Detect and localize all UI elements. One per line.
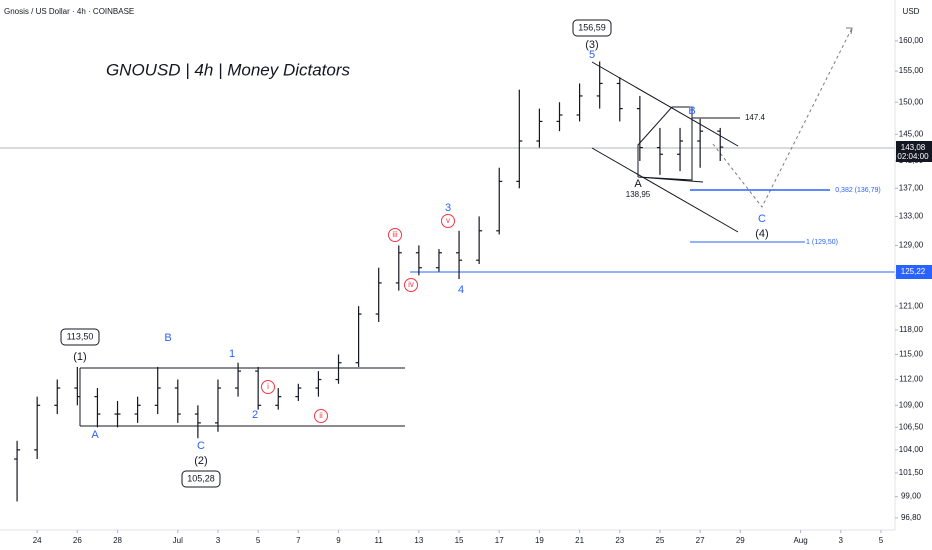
label-box [181, 470, 221, 488]
label-circle [314, 409, 328, 423]
annotation: 143,08 [901, 143, 926, 152]
annotation: (3) [585, 39, 598, 51]
annotation: 2 [252, 409, 258, 421]
annotation: i [267, 382, 269, 391]
annotation: 156,59 [578, 22, 606, 32]
annotation: 5 [589, 49, 595, 61]
annotation: 147.4 [745, 113, 766, 122]
x-tick-label: Jul [173, 536, 183, 545]
annotation: C [197, 440, 205, 452]
label-circle [441, 214, 455, 228]
channel-top [591, 61, 739, 147]
label-box [572, 19, 612, 37]
x-tick-label: 11 [375, 536, 384, 545]
x-tick-label: 17 [495, 536, 504, 545]
annotation: ii [319, 411, 323, 420]
x-tick-label: 27 [696, 536, 705, 545]
annotation: iii [392, 230, 398, 239]
price-tag [896, 152, 932, 162]
y-tick-label: 150,00 [899, 97, 924, 106]
x-tick-label: 29 [736, 536, 745, 545]
y-tick-label: 96,80 [901, 513, 922, 522]
annotation: 02:04:00 [897, 152, 929, 161]
x-tick-label: 24 [33, 536, 42, 545]
x-tick-label: 23 [615, 536, 624, 545]
annotation: A [91, 429, 99, 441]
annotation: 125,22 [901, 267, 926, 276]
currency: USD [903, 7, 920, 16]
y-tick-label: 155,00 [899, 66, 924, 75]
x-tick-label: 26 [73, 536, 82, 545]
label-box [60, 328, 100, 346]
annotation: 3 [445, 202, 451, 214]
y-tick-label: 118,00 [899, 325, 923, 334]
annotation: iv [408, 280, 414, 289]
y-tick-label: 121,00 [899, 301, 924, 310]
x-tick-label: 3 [216, 536, 221, 545]
y-tick-label: 101,50 [899, 468, 924, 477]
x-tick-label: 3 [839, 536, 844, 545]
annotation: (2) [194, 455, 207, 467]
y-tick-label: 129,00 [899, 241, 924, 250]
triangle [637, 106, 704, 183]
annotation: (4) [755, 228, 768, 240]
annotation: v [446, 216, 450, 225]
y-tick-label: 145,00 [899, 130, 924, 139]
annotation: 105,28 [187, 473, 215, 483]
annotation: 1 [229, 348, 235, 360]
label-circle [388, 228, 402, 242]
annotation: 0,382 (136,79) [835, 187, 881, 194]
y-tick-label: 115,00 [899, 350, 923, 359]
x-tick-label: 5 [879, 536, 884, 545]
header: Gnosis / US Dollar · 4h · COINBASE [4, 7, 134, 16]
y-tick-label: 104,00 [899, 445, 924, 454]
x-tick-label: 21 [575, 536, 584, 545]
chart-title: GNOUSD | 4h | Money Dictators [106, 60, 351, 79]
annotation: (1) [73, 351, 86, 363]
annotation: 138,95 [626, 190, 651, 199]
annotation: 4 [458, 284, 464, 296]
y-tick-label: 137,00 [899, 183, 924, 192]
arrow-head [846, 27, 853, 35]
label-circle [404, 278, 418, 292]
channel-bottom [591, 147, 739, 233]
y-tick-label: 133,00 [899, 212, 924, 221]
x-tick-label: 9 [336, 536, 341, 545]
projection [712, 27, 853, 208]
price-tag [896, 265, 932, 279]
x-tick-label: Aug [793, 536, 807, 545]
y-tick-label: 112,00 [899, 375, 923, 384]
x-tick-label: 28 [113, 536, 122, 545]
y-tick-label: 99,00 [901, 492, 922, 501]
x-tick-label: 13 [414, 536, 423, 545]
y-tick-label: 160,00 [899, 36, 924, 45]
annotation: C [758, 213, 766, 225]
x-tick-label: 19 [535, 536, 544, 545]
x-tick-label: 7 [296, 536, 301, 545]
annotation: B [164, 332, 171, 344]
annotation: A [634, 178, 642, 190]
x-tick-label: 5 [256, 536, 261, 545]
annotation: 113,50 [67, 331, 94, 341]
annotation: B [688, 105, 695, 117]
label-circle [261, 380, 275, 394]
x-tick-label: 15 [455, 536, 464, 545]
y-tick-label: 106,50 [899, 422, 924, 431]
y-tick-label: 109,00 [899, 400, 924, 409]
x-tick-label: 25 [655, 536, 664, 545]
annotation: 1 (129,50) [806, 239, 838, 246]
drawings [0, 0, 896, 531]
